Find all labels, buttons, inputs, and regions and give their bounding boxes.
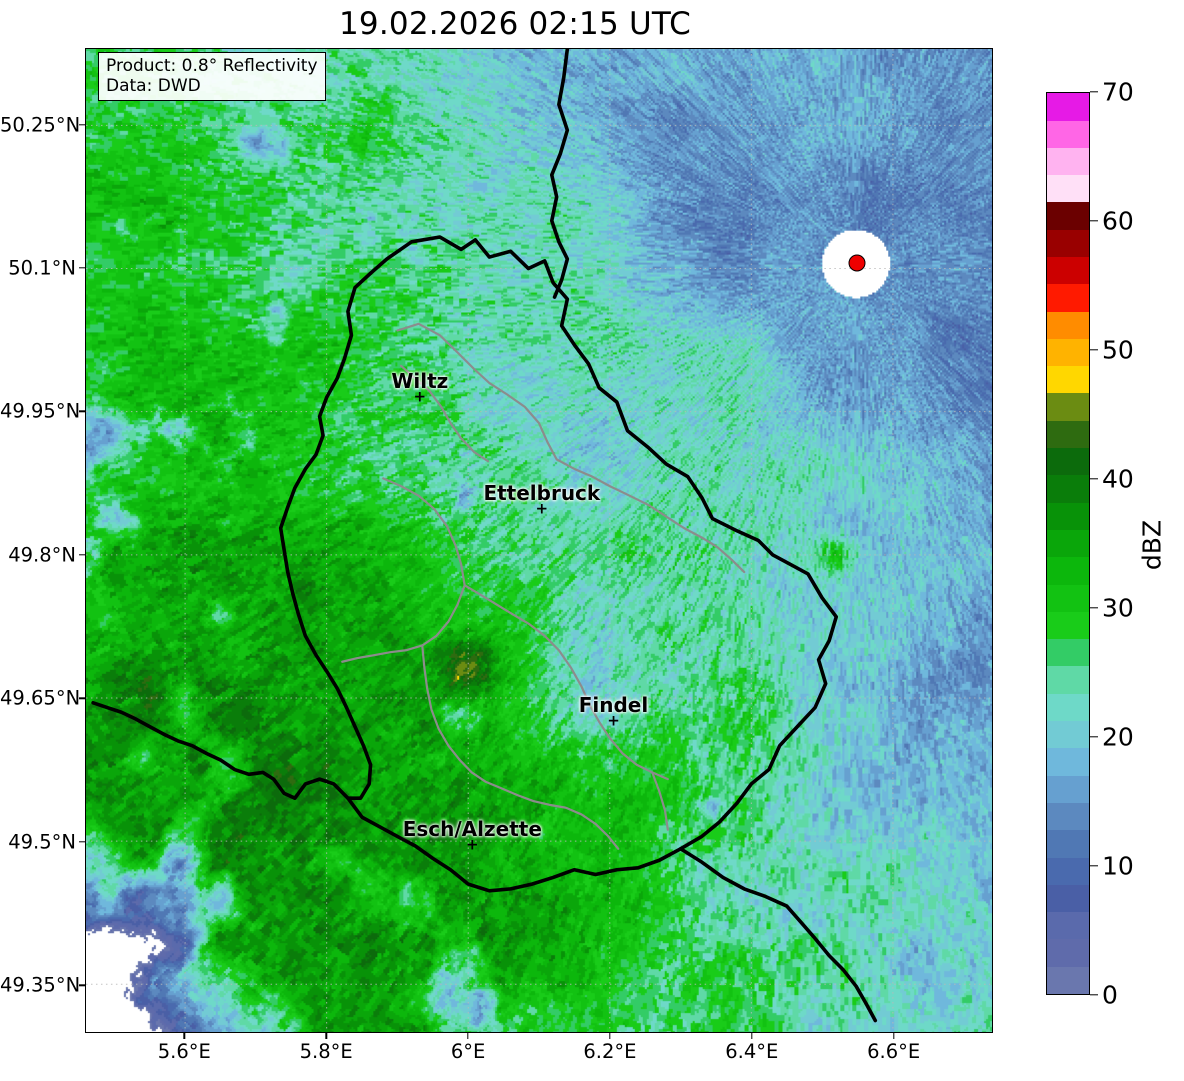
x-axis-tick-label: 6°E: [450, 1040, 486, 1063]
colorbar-band-19: [1047, 448, 1089, 476]
x-axis-tick-label: 5.8°E: [299, 1040, 353, 1063]
colorbar-tick-mark: [1090, 220, 1098, 222]
x-axis-tick-label: 6.4°E: [725, 1040, 779, 1063]
colorbar-band-14: [1047, 584, 1089, 612]
y-axis-tick-label: 49.65°N: [0, 686, 81, 710]
map-overlay-borders: [86, 49, 992, 1032]
colorbar-band-15: [1047, 557, 1089, 585]
colorbar-band-7: [1047, 775, 1089, 803]
colorbar-band-5: [1047, 830, 1089, 858]
data-source-line: Data: DWD: [106, 76, 201, 97]
colorbar-band-28: [1047, 202, 1089, 230]
x-axis-tick-label: 6.6°E: [867, 1040, 921, 1063]
page-title: 19.02.2026 02:15 UTC: [339, 6, 691, 42]
colorbar-band-31: [1047, 120, 1089, 148]
colorbar-band-27: [1047, 229, 1089, 257]
colorbar-title: dBZ: [1137, 519, 1167, 571]
x-axis-tick-label: 5.6°E: [157, 1040, 211, 1063]
colorbar-band-10: [1047, 693, 1089, 722]
colorbar-band-23: [1047, 338, 1089, 367]
x-axis-tick-mark: [892, 1033, 895, 1039]
city-label-findel: Findel: [578, 693, 649, 718]
y-axis-tick-label: 49.5°N: [8, 830, 76, 854]
y-axis-tick-label: 50.25°N: [0, 113, 81, 136]
y-axis-tick-label: 49.95°N: [0, 399, 81, 423]
colorbar-band-26: [1047, 256, 1089, 285]
x-axis-tick-label: 6.2°E: [583, 1040, 637, 1063]
colorbar-band-32: [1047, 93, 1089, 121]
colorbar-tick-label: 70: [1102, 77, 1134, 107]
city-marker-icon: +: [607, 711, 620, 730]
product-line: Product: 0.8° Reflectivity: [106, 56, 318, 76]
x-axis-tick-mark: [183, 1033, 186, 1039]
colorbar-band-18: [1047, 475, 1089, 503]
colorbar-tick-label: 30: [1102, 593, 1134, 623]
x-axis-tick-mark: [467, 1033, 469, 1039]
radar-reflectivity-field: [86, 49, 992, 1032]
x-axis-tick-mark: [325, 1033, 327, 1039]
colorbar-tick-label: 40: [1102, 464, 1134, 494]
colorbar-tick-mark: [1090, 994, 1098, 996]
colorbar-band-2: [1047, 912, 1089, 940]
colorbar-band-4: [1047, 857, 1089, 885]
y-axis-tick-mark: [79, 697, 85, 699]
colorbar-tick-label: 10: [1102, 851, 1134, 881]
gridlines: [86, 49, 992, 1032]
colorbar-tick-mark: [1090, 349, 1098, 351]
colorbar-tick-mark: [1090, 478, 1098, 480]
colorbar-band-6: [1047, 802, 1089, 831]
city-marker-icon: +: [535, 499, 549, 518]
reflectivity-colorbar[interactable]: [1046, 92, 1090, 995]
colorbar-band-30: [1047, 147, 1089, 176]
colorbar-tick-label: 20: [1102, 722, 1134, 752]
product-info-box: Product: 0.8° Reflectivity Data: DWD: [98, 52, 326, 102]
city-label-ettelbruck: Ettelbruck: [483, 480, 601, 505]
colorbar-band-20: [1047, 420, 1089, 449]
district-border-lines: [341, 322, 746, 850]
colorbar-tick-label: 0: [1102, 980, 1118, 1010]
y-axis-tick-mark: [79, 554, 85, 556]
y-axis-tick-label: 49.35°N: [0, 973, 81, 997]
colorbar-tick-mark: [1090, 736, 1098, 738]
colorbar-band-25: [1047, 284, 1089, 312]
colorbar-band-9: [1047, 721, 1089, 749]
colorbar-band-21: [1047, 393, 1089, 421]
colorbar-band-29: [1047, 175, 1089, 203]
city-label-esch-alzette: Esch/Alzette: [402, 816, 542, 841]
radar-plot-area[interactable]: [85, 48, 993, 1033]
x-axis-tick-mark: [751, 1033, 753, 1039]
colorbar-band-3: [1047, 884, 1089, 913]
y-axis-tick-label: 49.8°N: [8, 543, 76, 567]
city-marker-icon: +: [413, 387, 427, 406]
city-label-wiltz: Wiltz: [391, 369, 449, 394]
colorbar-tick-label: 50: [1102, 335, 1134, 365]
colorbar-band-13: [1047, 611, 1089, 640]
colorbar-band-11: [1047, 666, 1089, 694]
colorbar-band-0: [1047, 966, 1089, 994]
colorbar-band-22: [1047, 366, 1089, 394]
colorbar-band-1: [1047, 939, 1089, 967]
colorbar-band-12: [1047, 639, 1089, 667]
y-axis-tick-label: 50.1°N: [8, 256, 76, 280]
colorbar-band-24: [1047, 311, 1089, 339]
radar-site-icon[interactable]: [848, 254, 866, 272]
city-marker-icon: +: [466, 835, 479, 854]
x-axis-tick-mark: [609, 1033, 611, 1039]
colorbar-band-16: [1047, 529, 1089, 558]
y-axis-tick-mark: [79, 841, 85, 843]
y-axis-tick-mark: [79, 984, 85, 986]
y-axis-tick-mark: [79, 267, 85, 269]
national-border-lines: [91, 49, 878, 1023]
colorbar-tick-mark: [1090, 91, 1098, 93]
colorbar-tick-mark: [1090, 607, 1098, 609]
colorbar-tick-mark: [1090, 865, 1098, 867]
y-axis-tick-mark: [79, 410, 85, 413]
y-axis-tick-mark: [79, 123, 85, 126]
colorbar-band-17: [1047, 502, 1089, 530]
colorbar-tick-label: 60: [1102, 206, 1134, 236]
colorbar-band-8: [1047, 748, 1089, 776]
